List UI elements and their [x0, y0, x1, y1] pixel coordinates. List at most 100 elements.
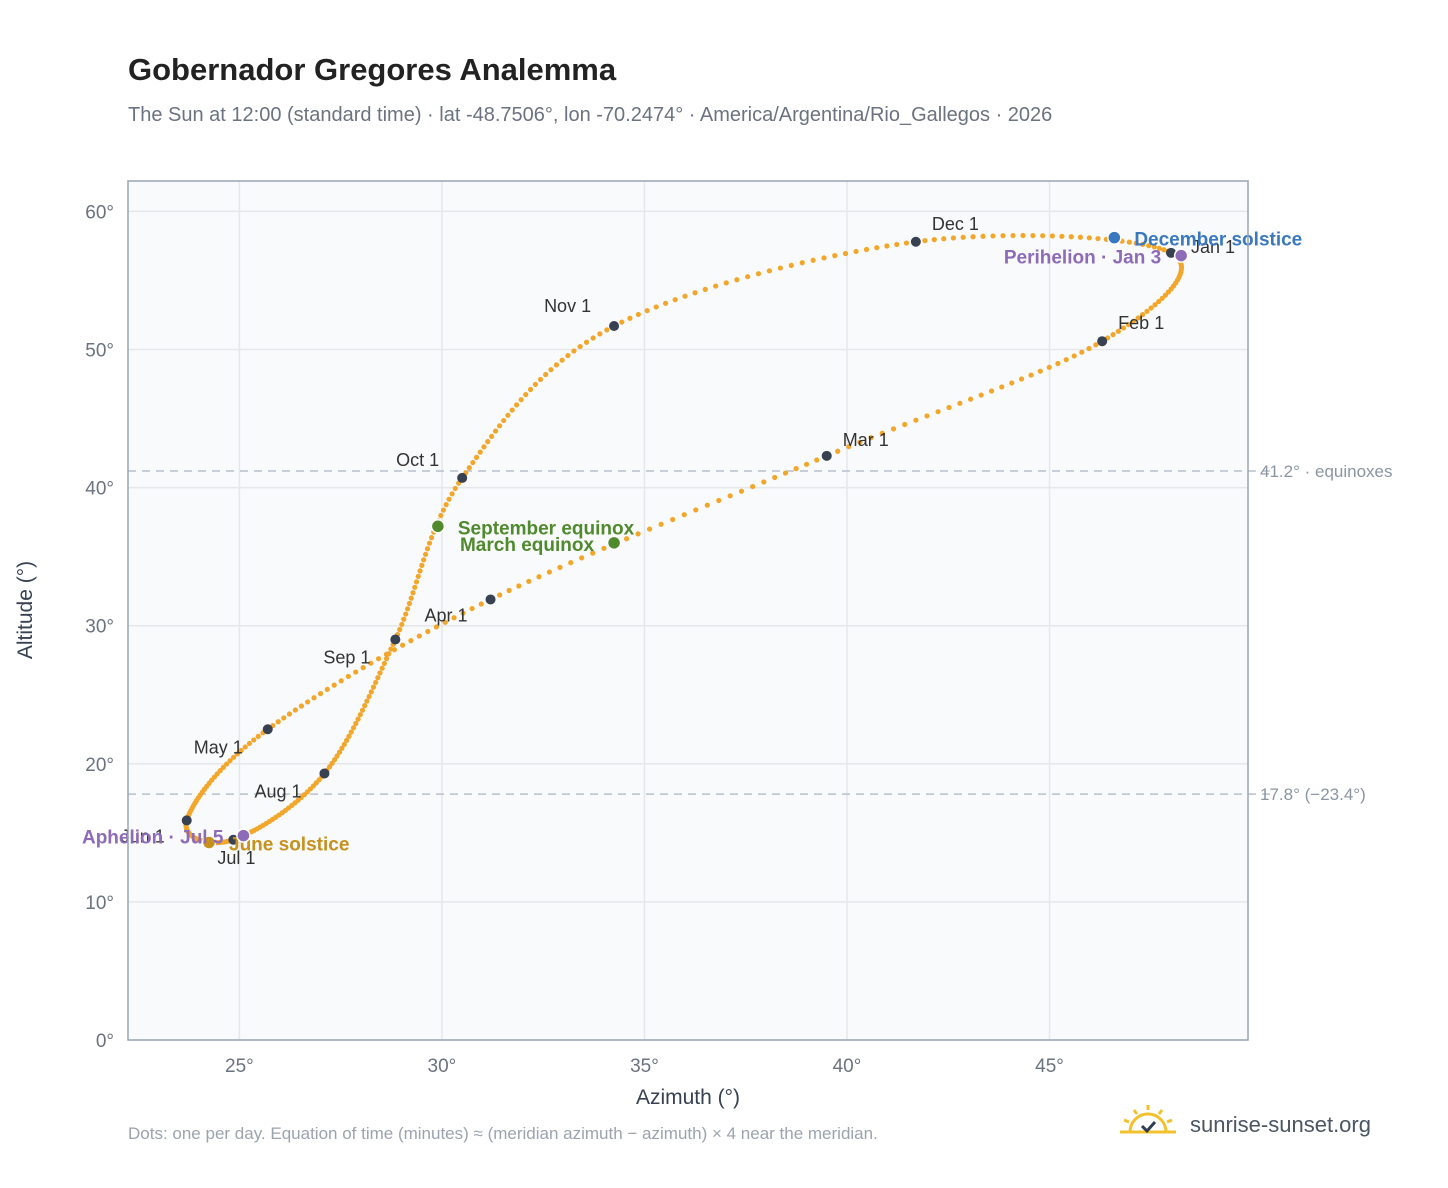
daily-dot	[868, 435, 874, 441]
daily-dot	[579, 555, 585, 561]
daily-dot	[1148, 305, 1154, 311]
event-marker	[606, 535, 622, 551]
daily-dot	[857, 439, 863, 445]
daily-dot	[375, 656, 382, 662]
month-marker	[910, 236, 921, 247]
month-label: Feb 1	[1118, 313, 1164, 333]
daily-dot	[950, 235, 957, 241]
daily-dot	[842, 250, 849, 257]
daily-dot	[408, 638, 414, 644]
month-marker	[1097, 336, 1108, 347]
daily-dot	[344, 737, 350, 743]
daily-dot	[799, 260, 805, 266]
daily-dot	[704, 502, 710, 508]
daily-dot	[670, 516, 676, 523]
daily-dot	[553, 362, 560, 368]
daily-dot	[601, 545, 607, 551]
daily-dot	[832, 253, 838, 259]
daily-dot	[590, 550, 596, 556]
daily-dot	[884, 243, 890, 249]
daily-dot	[286, 711, 293, 717]
daily-dot	[1028, 372, 1034, 378]
reference-line-label: 41.2° · equinoxes	[1260, 462, 1393, 481]
x-tick-label: 35°	[630, 1056, 659, 1077]
month-label: Jul 1	[217, 848, 255, 868]
month-marker	[485, 594, 496, 605]
daily-dot	[990, 233, 996, 239]
daily-dot	[1071, 353, 1077, 359]
daily-dot	[1068, 234, 1074, 240]
x-tick-label: 40°	[833, 1056, 862, 1077]
daily-dot	[497, 592, 503, 598]
daily-dot	[662, 300, 669, 306]
daily-dot	[399, 621, 405, 628]
daily-dot	[1079, 349, 1085, 355]
event-label: June solstice	[229, 835, 349, 856]
daily-dot	[672, 297, 678, 303]
daily-dot	[559, 357, 565, 363]
daily-dot	[1152, 302, 1158, 308]
month-label: Dec 1	[932, 214, 979, 234]
daily-dot	[646, 526, 653, 532]
month-marker	[319, 768, 330, 779]
daily-dot	[565, 352, 571, 359]
daily-dot	[924, 413, 930, 419]
daily-dot	[469, 605, 475, 612]
daily-dot	[473, 454, 480, 460]
daily-dot	[999, 384, 1005, 390]
event-marker	[1173, 248, 1189, 263]
daily-dot	[370, 684, 377, 690]
daily-dot	[357, 712, 363, 718]
daily-dot	[220, 764, 226, 770]
y-tick-label: 50°	[85, 340, 114, 361]
x-tick-label: 30°	[428, 1056, 457, 1077]
y-tick-label: 60°	[85, 202, 114, 223]
daily-dot	[292, 707, 298, 713]
brand[interactable]: sunrise-sunset.org	[1120, 1102, 1400, 1146]
daily-dot	[604, 327, 610, 333]
month-label: Mar 1	[843, 430, 889, 450]
month-marker	[262, 724, 273, 735]
daily-dot	[658, 521, 664, 527]
daily-dot	[960, 234, 966, 240]
daily-dot	[331, 682, 337, 688]
daily-dot	[336, 749, 343, 755]
daily-dot	[338, 678, 344, 684]
daily-dot	[406, 600, 413, 607]
daily-dot	[1162, 292, 1169, 298]
daily-dot	[381, 660, 387, 667]
daily-dot	[738, 488, 745, 494]
daily-dot	[693, 507, 699, 513]
daily-dot	[492, 428, 499, 434]
daily-dot	[413, 579, 420, 585]
daily-dot	[509, 407, 515, 413]
daily-dot	[935, 409, 941, 415]
daily-dot	[305, 699, 311, 705]
daily-dot	[761, 479, 767, 485]
event-label: Aphelion · Jul 5	[82, 828, 224, 849]
daily-dot	[583, 339, 590, 345]
daily-dot	[1115, 328, 1121, 334]
y-tick-label: 10°	[85, 893, 114, 914]
daily-dot	[653, 304, 659, 310]
daily-dot	[251, 737, 257, 743]
daily-dot	[727, 493, 733, 499]
daily-dot	[723, 280, 729, 286]
daily-dot	[1077, 234, 1084, 240]
reference-line-label: 17.8° (−23.4°)	[1260, 785, 1366, 804]
daily-dot	[777, 265, 783, 271]
daily-dot	[379, 665, 385, 671]
footnote: Dots: one per day. Equation of time (min…	[128, 1124, 878, 1143]
daily-dot	[355, 716, 361, 722]
daily-dot	[383, 656, 390, 662]
brand-name: sunrise-sunset.org	[1190, 1112, 1371, 1137]
daily-dot	[1093, 342, 1099, 348]
daily-dot	[1125, 322, 1132, 328]
daily-dot	[557, 564, 563, 570]
daily-dot	[403, 611, 409, 617]
daily-dot	[417, 568, 423, 574]
daily-dot	[452, 485, 458, 492]
daily-dot	[1086, 235, 1092, 241]
daily-dot	[425, 628, 431, 635]
